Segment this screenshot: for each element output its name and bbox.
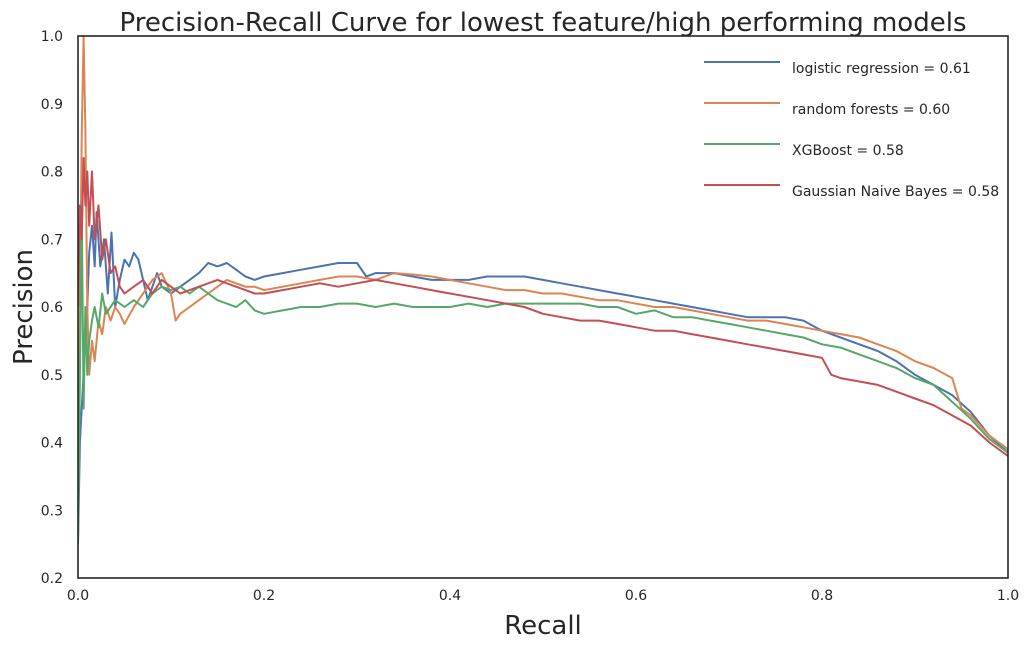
series-line-3 (78, 204, 1008, 545)
series-line-1 (78, 211, 1008, 545)
legend-entry-label: logistic regression = 0.61 (792, 61, 971, 77)
x-tick-label: 0.0 (67, 588, 89, 604)
legend-entry-label: random forests = 0.60 (792, 102, 950, 118)
legend-entry-label: XGBoost = 0.58 (792, 143, 904, 159)
y-tick-label: 0.3 (41, 503, 63, 519)
x-axis-label: Recall (504, 611, 582, 641)
y-tick-label: 0.9 (41, 97, 63, 113)
chart-title: Precision-Recall Curve for lowest featur… (120, 8, 967, 38)
y-tick-label: 0.6 (41, 300, 63, 316)
y-tick-label: 0.7 (41, 232, 63, 248)
legend-entry-label: Gaussian Naive Bayes = 0.58 (792, 184, 999, 200)
y-tick-label: 1.0 (41, 29, 63, 45)
x-tick-label: 1.0 (997, 588, 1019, 604)
plot-frame (77, 35, 1009, 579)
series-line-4 (78, 157, 1008, 457)
x-tick-label: 0.8 (811, 588, 833, 604)
y-tick-label: 0.8 (41, 165, 63, 181)
series-lines (78, 36, 1008, 545)
x-tick-label: 0.2 (253, 588, 275, 604)
x-tick-label: 0.4 (439, 588, 461, 604)
axis-ticks: 0.0 0.2 0.4 0.6 0.8 1.00.20.30.40.50.60.70.80… (41, 29, 1019, 604)
y-tick-label: 0.5 (41, 368, 63, 384)
x-tick-label: 0.6 (625, 588, 647, 604)
y-axis-label: Precision (9, 249, 39, 365)
y-tick-label: 0.4 (41, 436, 63, 452)
legend: logistic regression = 0.61 random forests… (704, 61, 999, 200)
series-line-2 (78, 36, 1008, 477)
y-tick-label: 0.2 (41, 571, 63, 587)
